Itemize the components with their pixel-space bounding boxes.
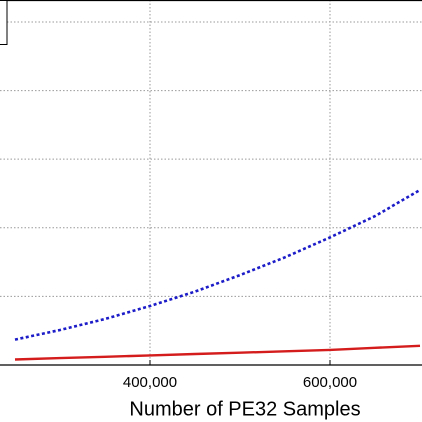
- x-tick-label: 600,000: [303, 374, 357, 391]
- series-line: [14, 188, 421, 341]
- plot-lines: [14, 188, 421, 361]
- x-axis-label: Number of PE32 Samples: [129, 398, 360, 420]
- x-tick-label: 400,000: [123, 374, 177, 391]
- series-line: [14, 344, 421, 361]
- legend-box: [0, 0, 8, 45]
